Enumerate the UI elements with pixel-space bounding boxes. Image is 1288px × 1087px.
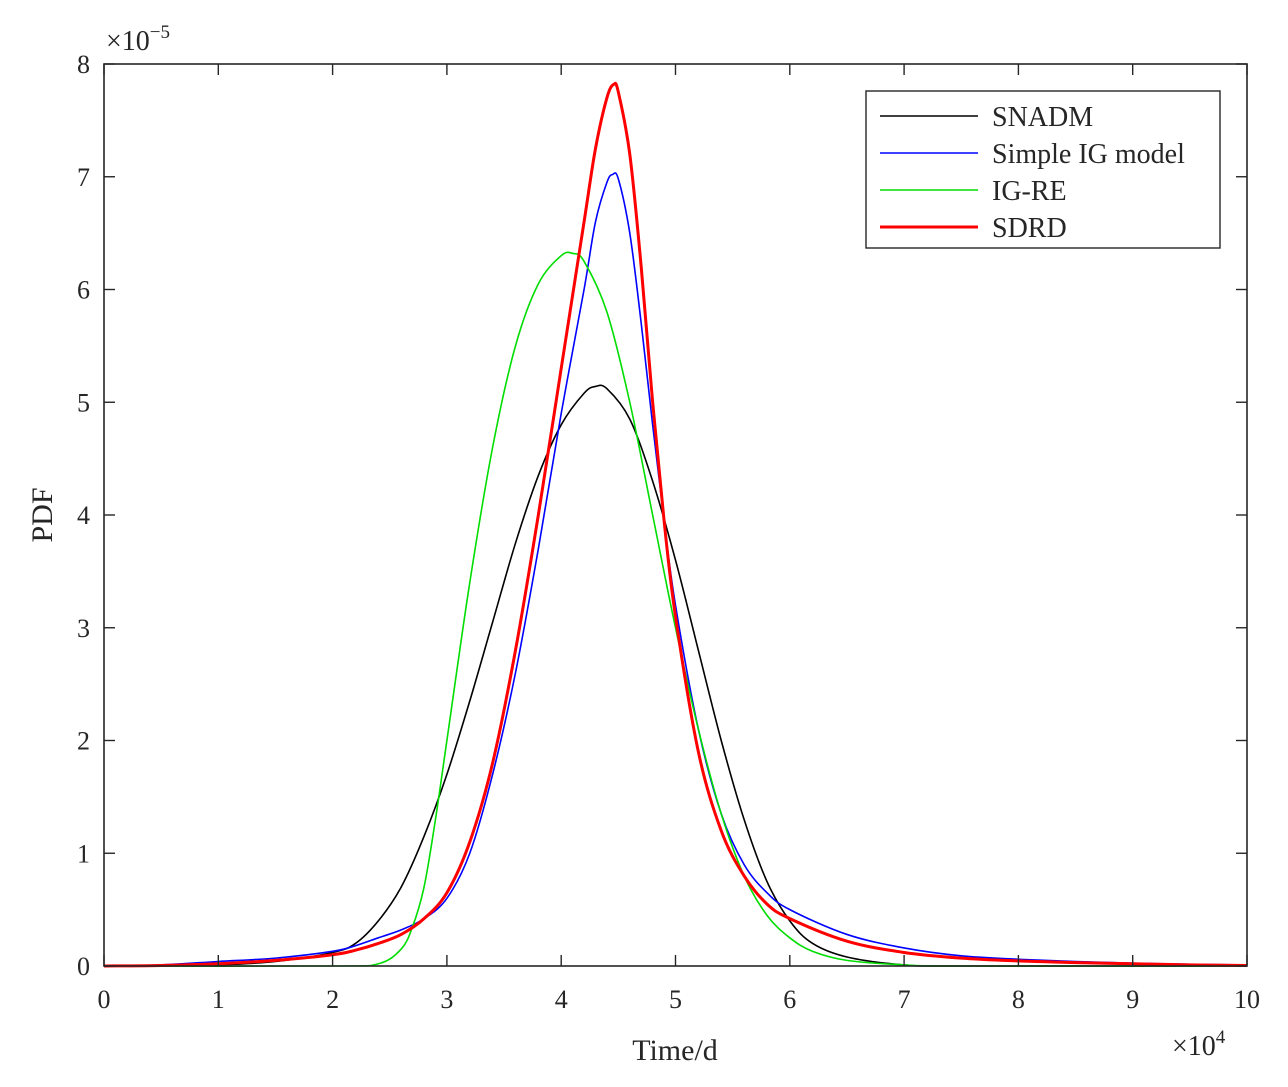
- y-tick-label: 3: [77, 614, 90, 643]
- x-axis-multiplier: ×104: [1172, 1027, 1226, 1062]
- x-tick-label: 8: [1012, 985, 1025, 1014]
- series-line-ig-re: [103, 251, 1248, 967]
- y-tick-label: 2: [77, 727, 90, 756]
- y-tick-label: 1: [77, 839, 90, 868]
- y-multiplier-base: ×10: [106, 26, 150, 57]
- x-axis-label: Time/d: [632, 1034, 718, 1067]
- series-line-sdrd: [103, 81, 1248, 968]
- x-multiplier-exponent: 4: [1216, 1027, 1226, 1048]
- x-tick-label: 1: [212, 985, 225, 1014]
- legend-label: SNADM: [992, 102, 1093, 133]
- x-tick-label: 6: [783, 985, 796, 1014]
- x-tick-label: 5: [669, 985, 682, 1014]
- y-tick-label: 5: [77, 388, 90, 417]
- series-line-snadm: [103, 384, 1248, 967]
- x-tick-label: 0: [98, 985, 111, 1014]
- y-tick-label: 8: [77, 50, 90, 79]
- y-axis-multiplier: ×10−5: [106, 22, 170, 57]
- series-layer: [103, 81, 1248, 968]
- x-tick-label: 10: [1234, 985, 1260, 1014]
- y-axis-label: PDF: [26, 487, 59, 542]
- x-tick-label: 2: [326, 985, 339, 1014]
- y-tick-label: 0: [77, 952, 90, 981]
- x-multiplier-base: ×10: [1172, 1031, 1216, 1062]
- svg-text:×10−5: ×10−5: [106, 22, 170, 57]
- legend-box: [865, 90, 1221, 249]
- legend-label: SDRD: [992, 213, 1067, 244]
- y-tick-label: 6: [77, 276, 90, 305]
- legend: SNADM Simple IG model IG-RE SDRD: [865, 90, 1221, 249]
- x-tick-label: 7: [898, 985, 911, 1014]
- x-tick-label: 4: [555, 985, 568, 1014]
- x-tick-label: 3: [440, 985, 453, 1014]
- svg-text:×104: ×104: [1172, 1027, 1226, 1062]
- y-tick-label: 4: [77, 501, 90, 530]
- series-line-simple-ig-model: [103, 172, 1248, 967]
- y-tick-label: 7: [77, 163, 90, 192]
- legend-label: Simple IG model: [992, 139, 1185, 170]
- x-axis-ticks: 0 1 2 3 4 5 6 7 8 9 10: [98, 64, 1260, 1014]
- y-axis-ticks: 0 1 2 3 4 5 6 7 8: [77, 50, 1247, 981]
- x-tick-label: 9: [1126, 985, 1139, 1014]
- y-multiplier-exponent: −5: [150, 22, 170, 43]
- legend-label: IG-RE: [992, 176, 1067, 207]
